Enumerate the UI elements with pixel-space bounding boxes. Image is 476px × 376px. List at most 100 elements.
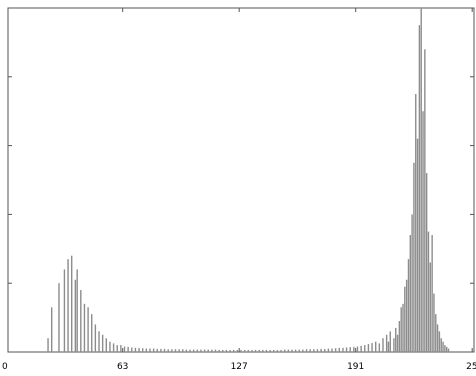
- histogram-bar: [447, 348, 450, 352]
- histogram-bar: [385, 334, 388, 352]
- histogram-bar: [211, 349, 213, 352]
- histogram-bar: [276, 349, 279, 352]
- histogram-bar: [149, 348, 151, 352]
- plot-area-frame: [7, 7, 475, 353]
- histogram-bar: [101, 334, 104, 352]
- histogram-bar: [313, 349, 315, 352]
- histogram-bar: [400, 307, 402, 352]
- histogram-bar: [283, 349, 286, 352]
- histogram-bar: [145, 348, 148, 352]
- histogram-bar: [123, 346, 126, 352]
- histogram-bar: [94, 324, 97, 352]
- histogram-bar: [138, 347, 140, 352]
- histogram-bar: [407, 259, 410, 352]
- x-tick-label: 191: [347, 362, 364, 372]
- histogram-bar: [387, 341, 390, 352]
- histogram-bar: [398, 321, 401, 352]
- histogram-bar: [438, 331, 441, 352]
- histogram-bar: [98, 331, 100, 352]
- histogram-bar: [338, 347, 340, 352]
- histogram-bar: [291, 349, 293, 352]
- x-tick-label: 63: [117, 362, 128, 372]
- x-tick-label: 255: [466, 362, 476, 372]
- histogram-bar: [298, 349, 300, 352]
- histogram-bar: [444, 345, 446, 352]
- histogram-bar: [182, 349, 184, 352]
- histogram-bar: [294, 349, 297, 352]
- histogram-bar: [109, 341, 111, 352]
- histogram-bar: [50, 307, 53, 352]
- histogram-bar: [247, 349, 249, 352]
- histogram-bar: [382, 338, 384, 352]
- histogram-bar: [420, 8, 422, 352]
- histogram-bar: [327, 348, 330, 352]
- histogram-bar: [229, 349, 231, 352]
- histogram-bar: [258, 349, 260, 352]
- histogram-bar: [395, 327, 397, 352]
- histogram-bar: [218, 349, 220, 352]
- histogram-bar: [427, 231, 430, 352]
- histogram-bar: [436, 324, 439, 352]
- histogram-bar: [393, 338, 395, 352]
- histogram-bar: [67, 259, 69, 352]
- histogram-bar: [171, 349, 173, 352]
- histogram-bar: [222, 349, 224, 352]
- histogram-bar: [378, 343, 381, 352]
- histogram-bar: [63, 269, 66, 352]
- histogram-bar: [360, 345, 362, 352]
- x-axis-ticks: 0 63 127 191 255: [2, 8, 476, 372]
- histogram-bar: [425, 173, 428, 352]
- histogram-bar: [58, 283, 60, 352]
- histogram-bar: [349, 347, 351, 352]
- histogram-bar: [422, 111, 424, 352]
- histogram-bar: [353, 346, 355, 352]
- histogram-bar: [112, 343, 115, 352]
- histogram-bar: [416, 138, 419, 352]
- histogram-bar: [83, 303, 86, 352]
- histogram-bar: [243, 349, 246, 352]
- histogram-bar: [120, 345, 122, 352]
- histogram-bar: [324, 348, 326, 352]
- histogram-bar: [265, 349, 268, 352]
- histogram-bar: [442, 341, 444, 352]
- histogram-bar: [375, 341, 377, 352]
- histogram-bar: [309, 349, 311, 352]
- histogram-bar: [262, 349, 264, 352]
- histogram-bar: [131, 347, 133, 352]
- histogram-bar: [134, 347, 137, 352]
- histogram-bar: [367, 344, 370, 352]
- histogram-bar: [287, 349, 290, 352]
- histogram-bar: [404, 286, 406, 352]
- histogram-bar: [280, 349, 282, 352]
- histogram-bar: [167, 349, 169, 352]
- histogram-bar: [127, 346, 129, 352]
- histogram-bar: [214, 349, 217, 352]
- histogram-bar: [433, 293, 435, 352]
- histogram-bar: [402, 303, 404, 352]
- x-tick-label: 0: [2, 362, 8, 372]
- histogram-bar: [207, 349, 209, 352]
- histogram-bar: [80, 290, 82, 352]
- histogram-bar: [429, 262, 432, 352]
- histogram-bar: [87, 307, 89, 352]
- histogram-bar: [415, 94, 417, 352]
- histogram-bar: [320, 348, 322, 352]
- histogram-bar: [189, 349, 191, 352]
- histogram-bar: [371, 343, 373, 352]
- histogram-bar: [440, 338, 442, 352]
- histogram-bar: [152, 348, 155, 352]
- histogram-bar: [251, 349, 253, 352]
- bars-group: [47, 8, 450, 352]
- histogram-bar: [411, 214, 413, 352]
- histogram-bar: [236, 349, 239, 352]
- histogram-bar: [254, 349, 257, 352]
- histogram-bar: [160, 348, 162, 352]
- histogram-bar: [405, 279, 408, 352]
- histogram-bar: [71, 255, 73, 352]
- histogram-bar: [200, 349, 202, 352]
- histogram-bar: [76, 269, 78, 352]
- histogram-bar: [116, 345, 118, 352]
- histogram-bar: [47, 338, 49, 352]
- histogram-bar: [446, 346, 448, 352]
